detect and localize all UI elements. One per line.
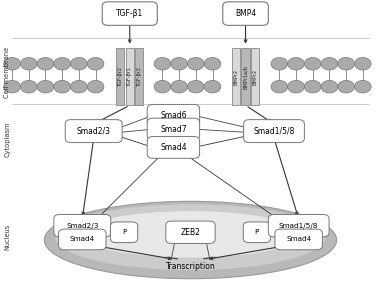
Circle shape: [354, 57, 371, 70]
Circle shape: [187, 80, 204, 93]
Circle shape: [338, 80, 354, 93]
Text: BMP4: BMP4: [235, 9, 256, 18]
Bar: [232, 48, 240, 105]
Ellipse shape: [81, 211, 300, 257]
Text: BMPr2: BMPr2: [253, 69, 258, 85]
Bar: [135, 48, 143, 105]
Text: Smad4: Smad4: [160, 143, 187, 152]
Text: Smad1/5/8: Smad1/5/8: [253, 127, 295, 136]
Circle shape: [354, 80, 371, 93]
FancyBboxPatch shape: [147, 118, 200, 140]
Text: Smad2/3: Smad2/3: [77, 127, 111, 136]
FancyBboxPatch shape: [65, 120, 122, 143]
Circle shape: [4, 80, 21, 93]
Circle shape: [54, 57, 70, 70]
Circle shape: [304, 80, 321, 93]
Circle shape: [288, 57, 304, 70]
Circle shape: [87, 80, 104, 93]
FancyBboxPatch shape: [102, 2, 157, 25]
Text: Smad4: Smad4: [70, 236, 95, 242]
Circle shape: [154, 57, 171, 70]
Text: Smad2/3: Smad2/3: [66, 223, 99, 229]
Text: Cytoplasm: Cytoplasm: [4, 122, 10, 158]
Circle shape: [187, 57, 204, 70]
FancyBboxPatch shape: [275, 229, 322, 250]
FancyBboxPatch shape: [54, 215, 111, 237]
FancyBboxPatch shape: [243, 222, 271, 242]
Text: Transcription: Transcription: [166, 262, 215, 271]
Circle shape: [288, 80, 304, 93]
Bar: [251, 48, 259, 105]
FancyBboxPatch shape: [166, 221, 215, 243]
Ellipse shape: [44, 201, 337, 279]
Text: P: P: [122, 229, 126, 235]
Text: BMPr1a/b: BMPr1a/b: [243, 65, 248, 89]
Circle shape: [271, 57, 288, 70]
FancyBboxPatch shape: [223, 2, 268, 25]
Bar: [116, 48, 125, 105]
Circle shape: [204, 57, 221, 70]
Text: Smad7: Smad7: [160, 125, 187, 134]
Circle shape: [21, 80, 37, 93]
Text: Cell membrane: Cell membrane: [4, 47, 10, 98]
Circle shape: [338, 57, 354, 70]
FancyBboxPatch shape: [147, 137, 200, 158]
FancyBboxPatch shape: [59, 229, 106, 250]
Text: TGF-β1: TGF-β1: [116, 9, 143, 18]
Circle shape: [321, 57, 338, 70]
Circle shape: [87, 57, 104, 70]
FancyBboxPatch shape: [268, 215, 329, 237]
Circle shape: [37, 57, 54, 70]
Bar: [242, 48, 250, 105]
Circle shape: [70, 57, 87, 70]
Text: TGF-βr2: TGF-βr2: [118, 67, 123, 87]
Text: Nucleus: Nucleus: [4, 224, 10, 250]
FancyBboxPatch shape: [147, 105, 200, 126]
Ellipse shape: [55, 204, 326, 270]
Circle shape: [171, 57, 187, 70]
Text: Smad1/5/8: Smad1/5/8: [279, 223, 319, 229]
Circle shape: [271, 80, 288, 93]
FancyBboxPatch shape: [110, 222, 138, 242]
Circle shape: [54, 80, 70, 93]
Circle shape: [154, 80, 171, 93]
Text: P: P: [255, 229, 259, 235]
Bar: [126, 48, 134, 105]
Text: ZEB2: ZEB2: [181, 228, 200, 237]
Text: Smad4: Smad4: [286, 236, 311, 242]
Circle shape: [204, 80, 221, 93]
Circle shape: [171, 80, 187, 93]
Circle shape: [4, 57, 21, 70]
Circle shape: [37, 80, 54, 93]
Text: TGF-βr2: TGF-βr2: [137, 67, 142, 87]
Text: Smad6: Smad6: [160, 111, 187, 120]
Circle shape: [321, 80, 338, 93]
FancyBboxPatch shape: [243, 120, 304, 143]
Circle shape: [304, 57, 321, 70]
Text: TGF-βr1: TGF-βr1: [127, 67, 132, 87]
Text: BMPr2: BMPr2: [234, 69, 239, 85]
Circle shape: [21, 57, 37, 70]
Circle shape: [70, 80, 87, 93]
